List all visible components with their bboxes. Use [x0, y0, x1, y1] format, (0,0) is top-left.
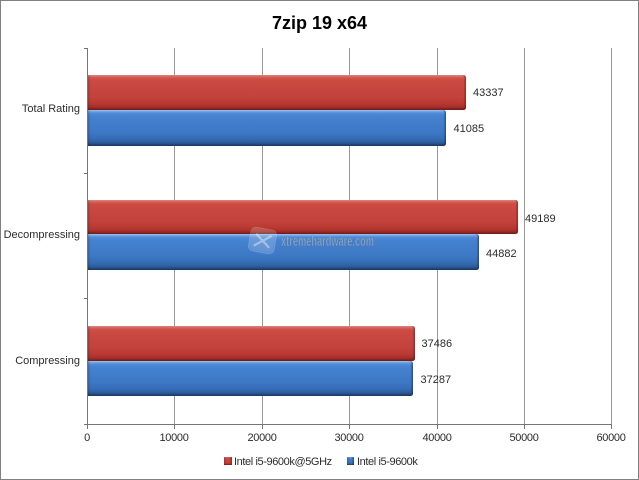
- svg-text:xtremehardware.com: xtremehardware.com: [281, 233, 374, 250]
